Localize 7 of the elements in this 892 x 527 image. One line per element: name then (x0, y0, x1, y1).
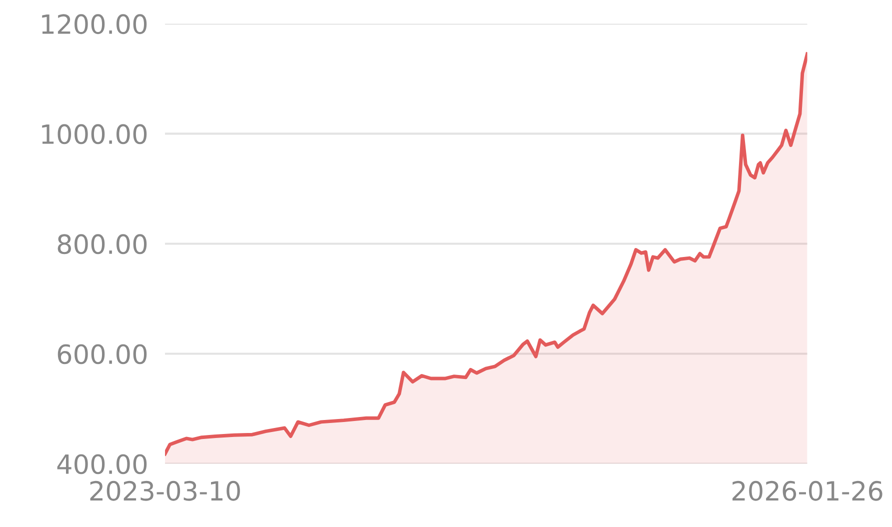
y-tick-label: 400.00 (57, 454, 147, 474)
y-tick-label: 1000.00 (42, 124, 147, 144)
y-tick-label: 1200.00 (42, 14, 147, 34)
x-tick-label: 2023-03-10 (90, 480, 240, 501)
y-tick-label: 800.00 (58, 234, 147, 254)
x-tick-label: 2026-01-26 (732, 480, 882, 501)
y-tick-label: 600.00 (58, 344, 147, 364)
